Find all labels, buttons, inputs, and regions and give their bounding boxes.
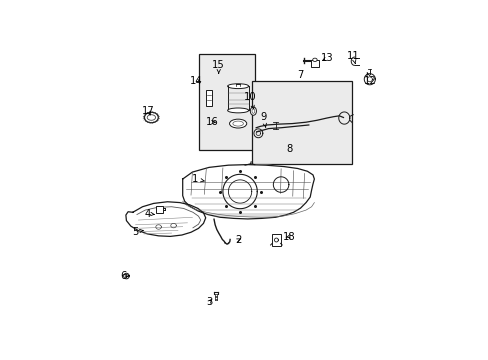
Text: 2: 2	[234, 235, 241, 245]
Text: 10: 10	[243, 92, 256, 109]
Text: 13: 13	[320, 53, 332, 63]
Ellipse shape	[251, 109, 254, 113]
Text: 4: 4	[144, 209, 154, 219]
Bar	[156, 206, 163, 213]
Text: 18: 18	[282, 232, 295, 242]
Bar	[251, 81, 351, 164]
Text: 11: 11	[346, 51, 359, 63]
Text: 1: 1	[192, 174, 204, 184]
Ellipse shape	[144, 112, 158, 123]
Ellipse shape	[227, 84, 248, 89]
Text: 3: 3	[205, 297, 212, 307]
Polygon shape	[183, 165, 314, 219]
Text: 16: 16	[205, 117, 218, 127]
Ellipse shape	[250, 107, 256, 115]
Bar	[206, 90, 212, 105]
Text: 14: 14	[190, 76, 203, 86]
Polygon shape	[125, 202, 205, 237]
Ellipse shape	[229, 119, 246, 128]
Text: 6: 6	[120, 271, 129, 281]
Text: 7: 7	[297, 70, 303, 80]
Ellipse shape	[232, 121, 243, 126]
Bar	[199, 54, 254, 150]
Text: 8: 8	[285, 144, 292, 153]
Ellipse shape	[147, 115, 155, 120]
Text: 17: 17	[142, 106, 154, 116]
Text: 5: 5	[132, 227, 143, 237]
Text: 15: 15	[212, 60, 224, 73]
Bar	[310, 60, 319, 67]
Text: 9: 9	[259, 112, 266, 127]
Text: 12: 12	[363, 73, 375, 86]
Ellipse shape	[312, 58, 317, 62]
Bar	[272, 234, 280, 246]
Ellipse shape	[227, 108, 248, 113]
